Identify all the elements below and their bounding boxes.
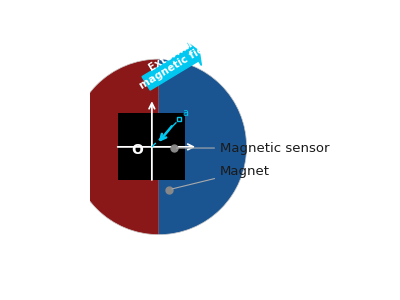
Bar: [177, 117, 182, 122]
FancyArrow shape: [142, 43, 202, 90]
Text: O: O: [131, 143, 143, 157]
Polygon shape: [71, 59, 159, 235]
Polygon shape: [159, 59, 246, 235]
Text: Magnet: Magnet: [172, 165, 270, 189]
Text: Magnetic sensor: Magnetic sensor: [176, 142, 330, 154]
Text: a: a: [182, 108, 188, 118]
Bar: [118, 113, 185, 180]
Text: External
magnetic field: External magnetic field: [132, 29, 216, 92]
